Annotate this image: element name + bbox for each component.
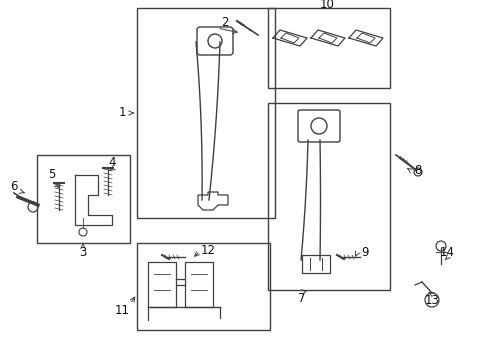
Text: 12: 12 [200,244,215,257]
Text: 2: 2 [221,15,228,28]
Text: 1: 1 [118,107,125,120]
Text: 11: 11 [114,303,129,316]
Text: 10: 10 [319,0,334,10]
Text: 14: 14 [439,246,453,258]
Bar [37,155,130,243]
Text: 9: 9 [361,247,368,260]
Bar [267,8,389,88]
Bar [137,8,274,218]
Bar [267,103,389,290]
Bar [184,262,213,307]
Text: 7: 7 [298,292,305,305]
Bar [148,262,176,307]
Text: 6: 6 [10,180,18,193]
Text: 4: 4 [108,157,116,170]
Text: 3: 3 [79,246,86,258]
Text: 13: 13 [424,293,439,306]
Bar [137,243,269,330]
Text: 5: 5 [48,168,56,181]
Text: 8: 8 [413,163,421,176]
Bar [302,255,329,273]
